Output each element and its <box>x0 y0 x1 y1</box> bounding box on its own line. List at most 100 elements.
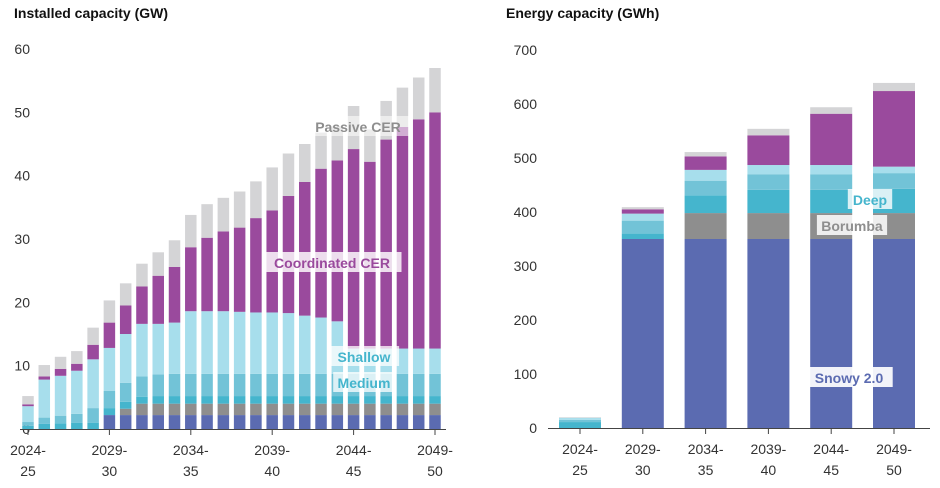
bar-medium-2038-39 <box>250 373 262 397</box>
label-box-deep <box>847 189 893 209</box>
x-tick-label: 45 <box>346 463 362 479</box>
x-tick-label: 2039- <box>750 441 786 457</box>
bar-passive-cer-2024-25 <box>559 417 601 418</box>
x-tick-label: 30 <box>102 463 118 479</box>
bar-shallow-2036-37 <box>217 311 230 374</box>
x-tick-label: 2029- <box>625 441 661 457</box>
bar-deep-2038-39 <box>250 396 262 404</box>
bar-passive-cer-2027-28 <box>71 351 83 364</box>
bar-coordinated-cer-2049-50 <box>429 112 441 349</box>
bar-snowy-2-0-2037-38 <box>233 415 246 429</box>
x-tick-label: 45 <box>823 462 839 478</box>
bar-coordinated-cer-2026-27 <box>54 368 67 376</box>
bar-medium-2026-27 <box>54 415 67 424</box>
bar-coordinated-cer-2029-30 <box>103 322 116 348</box>
bar-medium-2039-40 <box>266 373 278 397</box>
x-tick-label: 2039- <box>254 442 290 458</box>
x-tick-label: 2029- <box>91 442 127 458</box>
bar-snowy-2-0-2043-44 <box>331 415 344 429</box>
x-tick-label: 2049- <box>417 442 453 458</box>
bar-deep-2047-48 <box>396 396 409 404</box>
bar-borumba-2049-50 <box>429 403 441 416</box>
bar-borumba-2032-33 <box>152 403 164 416</box>
bar-borumba-2034-35 <box>684 213 727 239</box>
bar-snowy-2-0-2045-46 <box>364 415 376 429</box>
bar-deep-2039-40 <box>266 396 278 404</box>
bar-snowy-2-0-2047-48 <box>396 415 409 429</box>
x-tick-label: 50 <box>886 462 902 478</box>
bar-deep-2036-37 <box>217 396 230 404</box>
bar-medium-2031-32 <box>136 376 148 397</box>
bar-shallow-2029-30 <box>103 347 116 391</box>
bar-shallow-2049-50 <box>873 166 915 174</box>
bar-medium-2042-43 <box>315 373 327 397</box>
bar-deep-2039-40 <box>747 189 790 214</box>
bar-snowy-2-0-2049-50 <box>873 239 915 428</box>
bar-shallow-2028-29 <box>87 359 99 409</box>
bar-coordinated-cer-2030-31 <box>119 305 132 334</box>
bar-shallow-2026-27 <box>54 375 67 416</box>
bar-deep-2033-34 <box>168 396 181 404</box>
bar-passive-cer-2049-50 <box>873 82 915 92</box>
bar-deep-2029-30 <box>621 233 664 239</box>
bar-shallow-2031-32 <box>136 323 148 377</box>
bar-borumba-2030-31 <box>119 408 132 416</box>
label-shallow: Shallow <box>338 349 391 365</box>
bar-shallow-2038-39 <box>250 312 262 374</box>
bar-coordinated-cer-2044-45 <box>810 113 853 166</box>
label-box-borumba <box>816 215 888 235</box>
right-chart-title: Energy capacity (GWh) <box>506 5 660 21</box>
bar-snowy-2-0-2046-47 <box>380 415 392 429</box>
y-tick-label: 0 <box>529 420 537 436</box>
x-tick-label: 2024- <box>562 441 598 457</box>
bar-coordinated-cer-2046-47 <box>380 139 392 349</box>
label-box-shallow <box>328 346 400 366</box>
y-tick-label: 40 <box>14 168 30 184</box>
label-box-coordinated-cer <box>262 252 402 272</box>
bar-snowy-2-0-2030-31 <box>119 415 132 429</box>
bar-shallow-2029-30 <box>621 213 664 221</box>
bar-borumba-2033-34 <box>168 403 181 416</box>
bar-shallow-2025-26 <box>38 379 51 418</box>
x-tick-label: 35 <box>698 462 714 478</box>
bar-shallow-2032-33 <box>152 323 164 375</box>
bar-coordinated-cer-2035-36 <box>201 237 213 312</box>
bar-medium-2034-35 <box>185 373 197 397</box>
bar-passive-cer-2026-27 <box>54 356 67 369</box>
bar-snowy-2-0-2042-43 <box>315 415 327 429</box>
bar-deep-2035-36 <box>201 396 213 404</box>
bar-snowy-2-0-2031-32 <box>136 415 148 429</box>
bar-deep-2040-41 <box>282 396 295 404</box>
bar-medium-2047-48 <box>396 373 409 397</box>
bar-shallow-2034-35 <box>684 169 727 181</box>
bar-medium-2037-38 <box>233 373 246 397</box>
bar-borumba-2043-44 <box>331 403 344 416</box>
bar-borumba-2037-38 <box>233 403 246 416</box>
bar-deep-2032-33 <box>152 396 164 404</box>
x-tick-label: 30 <box>635 462 651 478</box>
bar-snowy-2-0-2044-45 <box>810 239 853 428</box>
bar-snowy-2-0-2039-40 <box>266 415 278 429</box>
bar-coordinated-cer-2049-50 <box>873 91 915 167</box>
bar-borumba-2047-48 <box>396 403 409 416</box>
bar-deep-2042-43 <box>315 396 327 404</box>
bar-passive-cer-2039-40 <box>747 128 790 136</box>
bar-medium-2035-36 <box>201 373 213 397</box>
bar-medium-2036-37 <box>217 373 230 397</box>
bar-passive-cer-2035-36 <box>201 204 213 238</box>
bar-borumba-2034-35 <box>185 403 197 416</box>
bar-shallow-2034-35 <box>185 311 197 374</box>
bar-borumba-2041-42 <box>299 403 311 416</box>
bar-passive-cer-2037-38 <box>233 191 246 228</box>
installed-capacity-chart: 01020304050602024-252029-302034-352039-4… <box>10 41 453 479</box>
bar-borumba-2031-32 <box>136 403 148 416</box>
bar-passive-cer-2045-46 <box>364 129 376 162</box>
bar-coordinated-cer-2032-33 <box>152 275 164 324</box>
bar-deep-2043-44 <box>331 396 344 404</box>
bar-deep-2046-47 <box>380 396 392 404</box>
y-tick-label: 200 <box>514 312 538 328</box>
bar-coordinated-cer-2031-32 <box>136 286 148 324</box>
bar-snowy-2-0-2038-39 <box>250 415 262 429</box>
bar-passive-cer-2028-29 <box>87 327 99 345</box>
